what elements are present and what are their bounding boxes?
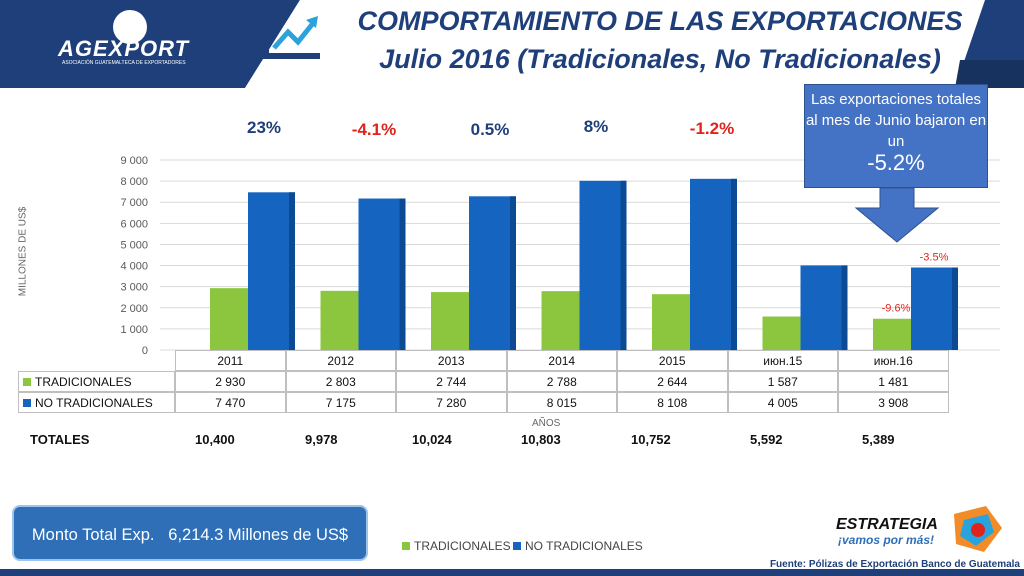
callout-text: Las exportaciones totales al mes de Juni…: [805, 91, 987, 150]
legend-swatch-blue: [513, 542, 521, 550]
table-cell: 8 108: [617, 392, 728, 413]
callout-value: -5.2%: [867, 150, 925, 175]
y-tick-label: 9 000: [120, 155, 148, 167]
x-tick-label: 2011: [175, 350, 286, 371]
bar-no-tradicionales: [248, 192, 295, 350]
table-cell: 7 470: [175, 392, 286, 413]
x-tick-label: 2014: [506, 350, 617, 371]
header-banner: [0, 0, 1024, 88]
total-value: 10,024: [412, 432, 452, 447]
bar-no-tradicionales: [800, 265, 848, 350]
y-tick-label: 3 000: [120, 282, 148, 294]
page-title: COMPORTAMIENTO DE LAS EXPORTACIONES: [357, 6, 963, 36]
table-cell: 2 803: [285, 371, 396, 392]
bar-no-tradicionales: [579, 180, 627, 350]
total-value: 9,978: [305, 432, 338, 447]
x-axis-label: AÑOS: [532, 418, 561, 429]
row-swatch: [23, 399, 31, 407]
y-tick-label: 1 000: [120, 324, 148, 336]
bar-annotation-no-tradicionales: -3.5%: [920, 251, 949, 263]
bar-no-tradicionales: [358, 198, 406, 350]
growth-label-2015: -1.2%: [689, 119, 735, 138]
row-swatch: [23, 378, 31, 386]
callout-arrow: [854, 188, 940, 243]
table-cell: 8 015: [506, 392, 617, 413]
data-table: 2011 2012 2013 2014 2015 июн.15 июн.16 TRADICIO…: [0, 350, 1024, 418]
y-tick-label: 5 000: [120, 239, 148, 251]
bar-no-tradicionales: [911, 267, 958, 350]
footer-band: [0, 569, 1024, 576]
total-value: 10,400: [195, 432, 235, 447]
estrategia-slogan: ¡vamos por más!: [838, 533, 935, 547]
table-row-label: TRADICIONALES: [18, 371, 175, 392]
estrategia-logo: ESTRATEGIA: [836, 516, 938, 533]
growth-label-2014: 8%: [583, 117, 609, 136]
bar-annotation-tradicionales: -9.6%: [882, 303, 911, 315]
table-cell: 2 744: [396, 371, 507, 392]
y-tick-label: 6 000: [120, 218, 148, 230]
y-tick-label: 4 000: [120, 261, 148, 273]
table-cell: 2 644: [617, 371, 728, 392]
table-cell: 4 005: [727, 392, 838, 413]
y-axis-label: MILLONES DE US$: [17, 206, 29, 297]
bar-no-tradicionales: [469, 196, 516, 350]
table-cell: 1 587: [727, 371, 838, 392]
y-tick-label: 0: [142, 345, 148, 357]
source-note: Fuente: Pólizas de Exportación Banco de …: [769, 559, 1020, 570]
legend-tradicionales: TRADICIONALES: [402, 539, 511, 553]
agexport-globe-icon: [113, 10, 147, 44]
total-value: 10,803: [521, 432, 561, 447]
total-value: 5,389: [862, 432, 895, 447]
agexport-subtitle: ASOCIACIÓN GUATEMALTECA DE EXPORTADORES: [62, 60, 186, 66]
row-label-text: TRADICIONALES: [35, 375, 132, 389]
growth-label-2012: -4.1%: [351, 120, 397, 139]
y-tick-label: 7 000: [120, 197, 148, 209]
trend-chart-icon: [263, 14, 320, 59]
row-label-text: NO TRADICIONALES: [35, 396, 153, 410]
growth-label-2011: 23%: [246, 118, 282, 137]
table-cell: 1 481: [838, 371, 949, 392]
table-cell: 2 930: [175, 371, 286, 392]
table-cell: 2 788: [506, 371, 617, 392]
agexport-logo: AGEXPORT: [58, 36, 190, 61]
monto-label: Monto Total Exp.: [31, 526, 155, 544]
table-cell: 3 908: [838, 392, 949, 413]
growth-label-2013: 0.5%: [470, 120, 510, 139]
x-tick-label: 2012: [285, 350, 396, 371]
table-cell: 7 175: [285, 392, 396, 413]
x-tick-label: июн.16: [838, 350, 949, 371]
y-tick-label: 8 000: [120, 176, 148, 188]
bar-no-tradicionales: [690, 178, 737, 350]
x-tick-label: 2013: [396, 350, 507, 371]
monto-value: 6,214.3 Millones de US$: [168, 526, 349, 544]
monto-total-box: Monto Total Exp. 6,214.3 Millones de US$: [12, 505, 368, 561]
estrategia-emblem-icon: [954, 506, 1002, 552]
total-value: 5,592: [750, 432, 783, 447]
x-tick-label: июн.15: [727, 350, 838, 371]
legend-no-tradicionales: NO TRADICIONALES: [513, 539, 643, 553]
table-cell: 7 280: [396, 392, 507, 413]
callout-box: Las exportaciones totales al mes de Juni…: [804, 84, 988, 188]
total-value: 10,752: [631, 432, 671, 447]
y-tick-label: 2 000: [120, 303, 148, 315]
table-row-label: NO TRADICIONALES: [18, 392, 175, 413]
page-subtitle: Julio 2016 (Tradicionales, No Tradiciona…: [379, 44, 941, 74]
legend-swatch-green: [402, 542, 410, 550]
totals-label: TOTALES: [30, 432, 90, 447]
x-tick-label: 2015: [617, 350, 728, 371]
